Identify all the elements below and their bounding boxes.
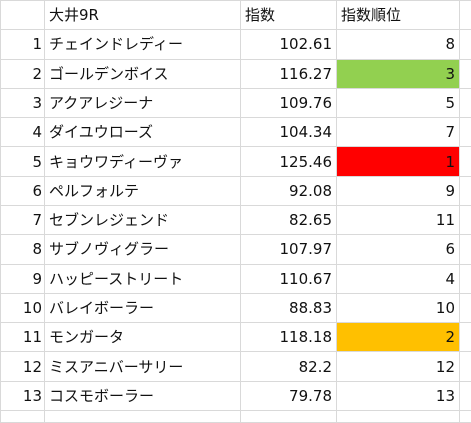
horse-number-cell[interactable]: 7 bbox=[0, 204, 45, 236]
rank-cell[interactable]: 3 bbox=[336, 58, 460, 89]
horse-name-cell[interactable]: コスモボーラー bbox=[44, 380, 241, 411]
score-cell[interactable]: 109.76 bbox=[240, 87, 337, 119]
rank-header-cell[interactable]: 指数順位 bbox=[336, 0, 460, 31]
score-cell[interactable]: 79.78 bbox=[240, 380, 337, 411]
empty-row bbox=[0, 409, 471, 423]
horse-name-cell[interactable]: アクアレジーナ bbox=[44, 87, 241, 119]
table-row: 3 アクアレジーナ 109.76 5 bbox=[0, 87, 471, 119]
empty-cell[interactable] bbox=[459, 409, 471, 423]
empty-cell[interactable] bbox=[459, 29, 471, 60]
score-header-cell[interactable]: 指数 bbox=[240, 0, 337, 31]
horse-name-cell[interactable]: ペルフォルテ bbox=[44, 175, 241, 206]
horse-name-cell[interactable]: ミスアニバーサリー bbox=[44, 351, 241, 382]
table-row: 13 コスモボーラー 79.78 13 bbox=[0, 380, 471, 411]
score-cell[interactable]: 107.97 bbox=[240, 234, 337, 265]
table-row: 6 ペルフォルテ 92.08 9 bbox=[0, 175, 471, 206]
score-cell[interactable]: 102.61 bbox=[240, 29, 337, 60]
empty-cell[interactable] bbox=[0, 409, 45, 423]
score-cell[interactable]: 82.65 bbox=[240, 204, 337, 236]
rank-cell[interactable]: 10 bbox=[336, 292, 460, 324]
empty-cell[interactable] bbox=[459, 175, 471, 206]
empty-cell[interactable] bbox=[459, 87, 471, 119]
table-row: 1 チェインドレディー 102.61 8 bbox=[0, 29, 471, 60]
horse-name-cell[interactable]: キョウワディーヴァ bbox=[44, 146, 241, 177]
horse-number-cell[interactable]: 3 bbox=[0, 87, 45, 119]
empty-cell[interactable] bbox=[459, 146, 471, 177]
empty-cell[interactable] bbox=[459, 380, 471, 411]
table-row: 12 ミスアニバーサリー 82.2 12 bbox=[0, 351, 471, 382]
horse-name-cell[interactable]: ダイユウローズ bbox=[44, 117, 241, 148]
table-row: 5 キョウワディーヴァ 125.46 1 bbox=[0, 146, 471, 177]
horse-name-cell[interactable]: サブノヴィグラー bbox=[44, 234, 241, 265]
empty-cell[interactable] bbox=[459, 58, 471, 89]
table-row: 10 バレイボーラー 88.83 10 bbox=[0, 292, 471, 324]
empty-cell[interactable] bbox=[459, 0, 471, 31]
rank-cell[interactable]: 5 bbox=[336, 87, 460, 119]
empty-cell[interactable] bbox=[459, 204, 471, 236]
horse-number-cell[interactable]: 1 bbox=[0, 29, 45, 60]
rank-cell[interactable]: 13 bbox=[336, 380, 460, 411]
score-cell[interactable]: 88.83 bbox=[240, 292, 337, 324]
score-cell[interactable]: 104.34 bbox=[240, 117, 337, 148]
score-cell[interactable]: 82.2 bbox=[240, 351, 337, 382]
horse-number-cell[interactable]: 9 bbox=[0, 263, 45, 294]
empty-cell[interactable] bbox=[459, 234, 471, 265]
horse-name-cell[interactable]: セブンレジェンド bbox=[44, 204, 241, 236]
race-name-header-cell[interactable]: 大井9R bbox=[44, 0, 241, 31]
horse-name-cell[interactable]: モンガータ bbox=[44, 322, 241, 353]
horse-number-cell[interactable]: 13 bbox=[0, 380, 45, 411]
horse-number-cell[interactable]: 11 bbox=[0, 322, 45, 353]
horse-name-cell[interactable]: チェインドレディー bbox=[44, 29, 241, 60]
empty-cell[interactable] bbox=[459, 351, 471, 382]
horse-number-cell[interactable]: 8 bbox=[0, 234, 45, 265]
score-cell[interactable]: 92.08 bbox=[240, 175, 337, 206]
table-row: 2 ゴールデンボイス 116.27 3 bbox=[0, 58, 471, 89]
empty-cell[interactable] bbox=[44, 409, 241, 423]
rank-cell[interactable]: 9 bbox=[336, 175, 460, 206]
rank-cell[interactable]: 2 bbox=[336, 322, 460, 353]
header-row-number-cell[interactable] bbox=[0, 0, 45, 31]
score-cell[interactable]: 110.67 bbox=[240, 263, 337, 294]
rank-cell[interactable]: 12 bbox=[336, 351, 460, 382]
horse-number-cell[interactable]: 2 bbox=[0, 58, 45, 89]
empty-cell[interactable] bbox=[459, 117, 471, 148]
rank-cell[interactable]: 8 bbox=[336, 29, 460, 60]
table-row: 7 セブンレジェンド 82.65 11 bbox=[0, 204, 471, 236]
rank-cell[interactable]: 11 bbox=[336, 204, 460, 236]
empty-cell[interactable] bbox=[336, 409, 460, 423]
rank-cell[interactable]: 6 bbox=[336, 234, 460, 265]
header-row: 大井9R 指数 指数順位 bbox=[0, 0, 471, 31]
rank-cell[interactable]: 1 bbox=[336, 146, 460, 177]
rank-cell[interactable]: 4 bbox=[336, 263, 460, 294]
empty-cell[interactable] bbox=[240, 409, 337, 423]
horse-number-cell[interactable]: 6 bbox=[0, 175, 45, 206]
horse-number-cell[interactable]: 5 bbox=[0, 146, 45, 177]
empty-cell[interactable] bbox=[459, 263, 471, 294]
horse-number-cell[interactable]: 12 bbox=[0, 351, 45, 382]
score-cell[interactable]: 125.46 bbox=[240, 146, 337, 177]
horse-name-cell[interactable]: ゴールデンボイス bbox=[44, 58, 241, 89]
score-cell[interactable]: 118.18 bbox=[240, 322, 337, 353]
table-row: 4 ダイユウローズ 104.34 7 bbox=[0, 117, 471, 148]
horse-number-cell[interactable]: 10 bbox=[0, 292, 45, 324]
horse-number-cell[interactable]: 4 bbox=[0, 117, 45, 148]
horse-name-cell[interactable]: ハッピーストリート bbox=[44, 263, 241, 294]
empty-cell[interactable] bbox=[459, 322, 471, 353]
empty-cell[interactable] bbox=[459, 292, 471, 324]
horse-name-cell[interactable]: バレイボーラー bbox=[44, 292, 241, 324]
table-row: 11 モンガータ 118.18 2 bbox=[0, 322, 471, 353]
rank-cell[interactable]: 7 bbox=[336, 117, 460, 148]
score-cell[interactable]: 116.27 bbox=[240, 58, 337, 89]
table-row: 8 サブノヴィグラー 107.97 6 bbox=[0, 234, 471, 265]
table-row: 9 ハッピーストリート 110.67 4 bbox=[0, 263, 471, 294]
